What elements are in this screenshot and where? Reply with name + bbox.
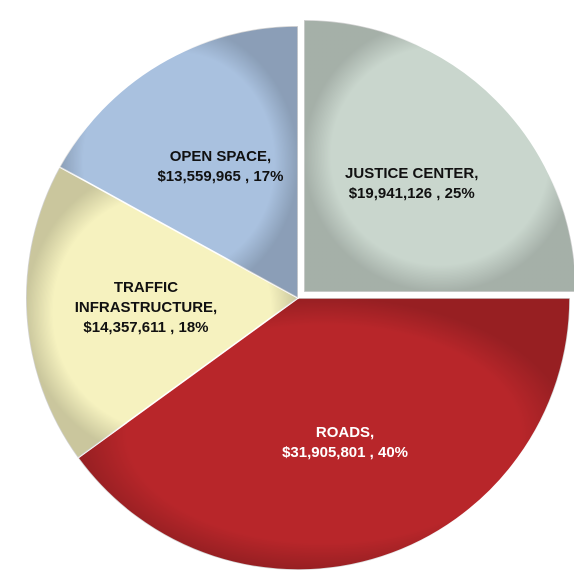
value-label: $19,941,126 , 25% <box>348 185 475 203</box>
slice-label: OPEN SPACE, $13,559,965 , 17% <box>125 147 315 187</box>
category-label: ROADS, <box>315 423 375 441</box>
slice-label: ROADS, $31,905,801 , 40% <box>250 423 440 463</box>
slice-shade <box>304 20 574 292</box>
category-label: TRAFFIC INFRASTRUCTURE, <box>74 278 218 316</box>
slice-label: JUSTICE CENTER, $19,941,126 , 25% <box>317 164 507 204</box>
slice-label: TRAFFIC INFRASTRUCTURE, $14,357,611 , 18% <box>51 278 241 338</box>
value-label: $14,357,611 , 18% <box>83 318 209 336</box>
slice-shade <box>25 166 298 458</box>
slice-shade <box>59 26 298 298</box>
value-label: $13,559,965 , 17% <box>157 167 284 185</box>
category-label: JUSTICE CENTER, <box>345 165 479 183</box>
slice-shade <box>77 298 570 570</box>
category-label: OPEN SPACE, <box>169 147 272 165</box>
value-label: $31,905,801 , 40% <box>282 443 409 461</box>
